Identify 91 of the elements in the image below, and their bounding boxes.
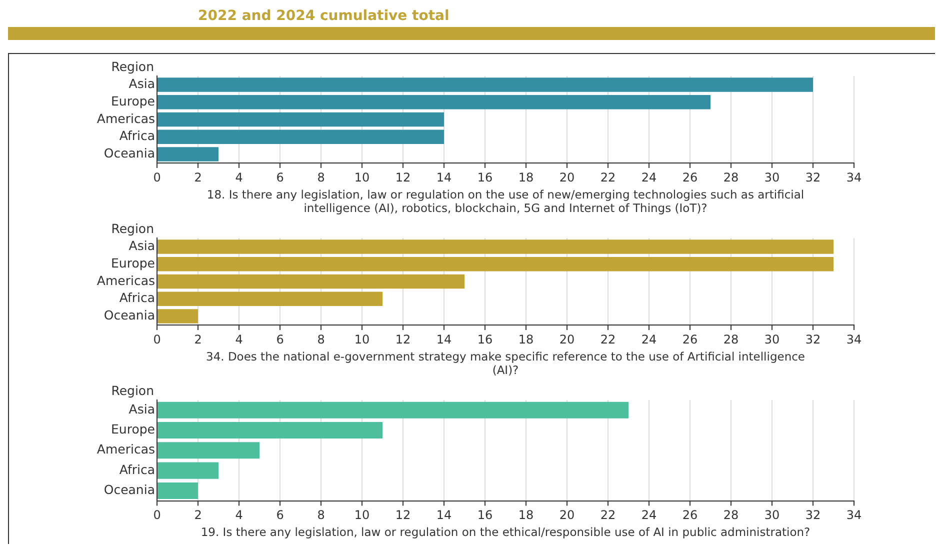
y-tick-label: Oceania <box>104 482 155 497</box>
y-tick-label: Americas <box>96 272 155 288</box>
x-tick-label: 18 <box>518 170 534 184</box>
y-axis-title: Region <box>111 383 154 398</box>
x-tick-label: 2 <box>194 170 202 184</box>
x-tick-label: 14 <box>436 332 452 346</box>
y-axis-title: Region <box>111 221 154 236</box>
x-tick-label: 2 <box>194 508 202 522</box>
x-tick-label: 24 <box>641 332 657 346</box>
y-tick-label: Americas <box>96 442 155 457</box>
bar <box>158 112 444 127</box>
x-tick-label: 32 <box>805 332 821 346</box>
y-tick-label: Asia <box>128 401 155 416</box>
x-tick-label: 4 <box>235 508 243 522</box>
y-tick-label: Oceania <box>104 308 155 323</box>
x-tick-label: 16 <box>477 332 493 346</box>
x-tick-label: 30 <box>764 508 780 522</box>
x-tick-label: 22 <box>600 508 616 522</box>
x-tick-label: 32 <box>805 170 821 184</box>
y-axis-title: Region <box>111 59 154 74</box>
x-tick-label: 24 <box>641 170 657 184</box>
chart-title: 2022 and 2024 cumulative total <box>197 8 450 25</box>
bar <box>158 274 464 289</box>
x-tick-label: 8 <box>317 170 325 184</box>
x-tick-label: 20 <box>559 170 575 184</box>
x-tick-label: 10 <box>354 508 370 522</box>
x-tick-label: 6 <box>276 170 284 184</box>
x-axis-title: 18. Is there any legislation, law or regulation on the use of new/emerging technologies such as artificial intelligence (AI), robotics, blockchain, 5G and Internet of Things (IoT)? <box>206 187 804 216</box>
x-tick-label: 34 <box>846 508 862 522</box>
x-tick-label: 22 <box>600 170 616 184</box>
bar <box>158 422 382 439</box>
x-tick-label: 4 <box>235 170 243 184</box>
x-tick-label: 24 <box>641 508 657 522</box>
x-tick-label: 6 <box>276 332 284 346</box>
y-tick-label: Americas <box>96 110 155 126</box>
x-tick-label: 12 <box>395 170 411 184</box>
x-axis-title: 19. Is there any legislation, law or regulation on the ethical/responsible use of AI in public administration? <box>200 525 810 540</box>
x-tick-label: 8 <box>317 508 325 522</box>
bar <box>158 240 834 254</box>
x-tick-label: 14 <box>436 508 452 522</box>
x-axis-title: 34. Does the national e-government strategy make specific reference to the use of Artificial intelligence (AI)? <box>206 349 806 378</box>
x-tick-label: 6 <box>276 508 284 522</box>
bar <box>158 256 834 272</box>
x-tick-label: 2 <box>194 332 202 346</box>
x-tick-label: 34 <box>846 170 862 184</box>
x-tick-label: 20 <box>559 508 575 522</box>
y-tick-label: Europe <box>111 255 156 270</box>
x-tick-label: 26 <box>682 332 698 346</box>
x-tick-label: 0 <box>153 332 161 346</box>
y-tick-label: Europe <box>111 93 156 108</box>
y-tick-label: Asia <box>128 238 155 253</box>
bar <box>158 94 710 110</box>
x-tick-label: 0 <box>153 170 161 184</box>
y-tick-label: Africa <box>119 462 155 477</box>
x-tick-label: 0 <box>153 508 161 522</box>
x-tick-label: 30 <box>764 170 780 184</box>
bar <box>158 292 382 306</box>
x-tick-label: 34 <box>846 332 862 346</box>
x-tick-label: 18 <box>518 332 534 346</box>
x-tick-label: 18 <box>518 508 534 522</box>
x-tick-label: 30 <box>764 332 780 346</box>
y-tick-label: Africa <box>119 128 155 144</box>
bar <box>158 147 218 162</box>
x-tick-label: 16 <box>477 508 493 522</box>
x-tick-label: 4 <box>235 332 243 346</box>
y-tick-label: Europe <box>111 421 156 436</box>
y-tick-label: Africa <box>119 290 155 306</box>
x-tick-label: 10 <box>354 332 370 346</box>
x-tick-label: 12 <box>395 332 411 346</box>
bar <box>158 462 218 479</box>
x-tick-label: 10 <box>354 170 370 184</box>
x-tick-label: 8 <box>317 332 325 346</box>
x-tick-label: 16 <box>477 170 493 184</box>
x-tick-label: 32 <box>805 508 821 522</box>
x-tick-label: 28 <box>723 170 739 184</box>
bar <box>158 309 198 324</box>
x-tick-label: 12 <box>395 508 411 522</box>
x-tick-label: 28 <box>723 332 739 346</box>
bar <box>158 78 813 92</box>
bar <box>158 442 260 459</box>
x-tick-label: 26 <box>682 508 698 522</box>
x-tick-label: 22 <box>600 332 616 346</box>
x-tick-label: 26 <box>682 170 698 184</box>
y-tick-label: Oceania <box>104 146 155 161</box>
x-tick-label: 20 <box>559 332 575 346</box>
bar <box>158 482 198 499</box>
x-tick-label: 14 <box>436 170 452 184</box>
x-tick-label: 28 <box>723 508 739 522</box>
bar <box>158 402 628 418</box>
bar <box>158 130 444 144</box>
y-tick-label: Asia <box>128 76 155 91</box>
